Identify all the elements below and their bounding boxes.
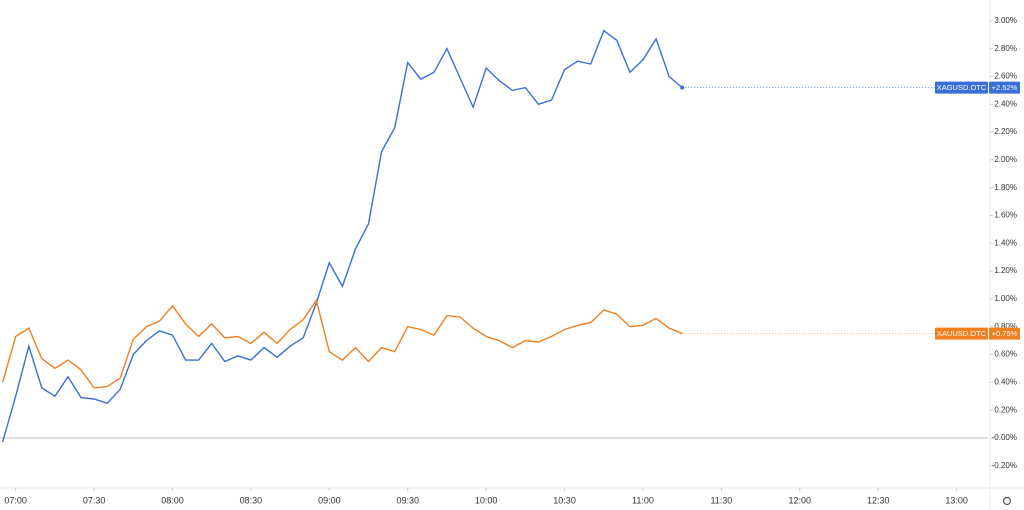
x-tick-label: 08:30 bbox=[240, 495, 263, 505]
series-line bbox=[1, 298, 683, 389]
y-tick-label: 0.60% bbox=[994, 350, 1017, 359]
x-tick-label: 13:00 bbox=[945, 495, 968, 505]
value-tag-label: +2.52% bbox=[992, 83, 1018, 92]
legend-name: XAUUSD.OTC bbox=[937, 329, 987, 338]
value-tag-label: +0.75% bbox=[992, 329, 1018, 338]
y-tick-label: 1.20% bbox=[994, 266, 1017, 275]
x-tick-label: 07:00 bbox=[4, 495, 27, 505]
y-tick-label: 1.40% bbox=[994, 238, 1017, 247]
value-tag bbox=[989, 81, 1020, 94]
value-tag bbox=[989, 327, 1020, 340]
y-tick-label: 2.20% bbox=[994, 127, 1017, 136]
y-tick-label: 0.20% bbox=[994, 405, 1017, 414]
y-tick-label: -0.20% bbox=[992, 461, 1017, 470]
x-tick-label: 10:30 bbox=[553, 495, 576, 505]
y-tick-label: 3.00% bbox=[994, 16, 1017, 25]
x-tick-label: 08:00 bbox=[161, 495, 184, 505]
y-tick-label: 2.40% bbox=[994, 99, 1017, 108]
y-tick-label: 2.00% bbox=[994, 155, 1017, 164]
x-tick-label: 12:00 bbox=[789, 495, 812, 505]
y-tick-label: 1.00% bbox=[994, 294, 1017, 303]
y-tick-label: 0.40% bbox=[994, 377, 1017, 386]
legend-tag bbox=[935, 327, 988, 340]
x-tick-label: 12:30 bbox=[867, 495, 890, 505]
x-tick-label: 11:00 bbox=[632, 495, 654, 505]
x-tick-label: 09:30 bbox=[396, 495, 419, 505]
y-tick-label: 2.80% bbox=[994, 44, 1017, 53]
gear[interactable] bbox=[1002, 496, 1012, 506]
legend-tag bbox=[935, 81, 988, 94]
x-tick-label: 09:00 bbox=[318, 495, 341, 505]
y-tick-label: 2.60% bbox=[994, 72, 1017, 81]
last-point bbox=[680, 85, 685, 90]
x-tick-label: 07:30 bbox=[83, 495, 106, 505]
y-tick-label: -0.00% bbox=[992, 433, 1017, 442]
settings-icon[interactable] bbox=[1002, 496, 1012, 506]
y-tick-label: 1.80% bbox=[994, 183, 1017, 192]
x-tick-label: 10:00 bbox=[475, 495, 498, 505]
x-tick-label: 11:30 bbox=[710, 495, 732, 505]
y-tick-label: 1.60% bbox=[994, 211, 1017, 220]
y-tick-label: 0.80% bbox=[994, 322, 1017, 331]
series-line bbox=[1, 29, 683, 443]
legend-name: XAGUSD.OTC bbox=[937, 83, 987, 92]
